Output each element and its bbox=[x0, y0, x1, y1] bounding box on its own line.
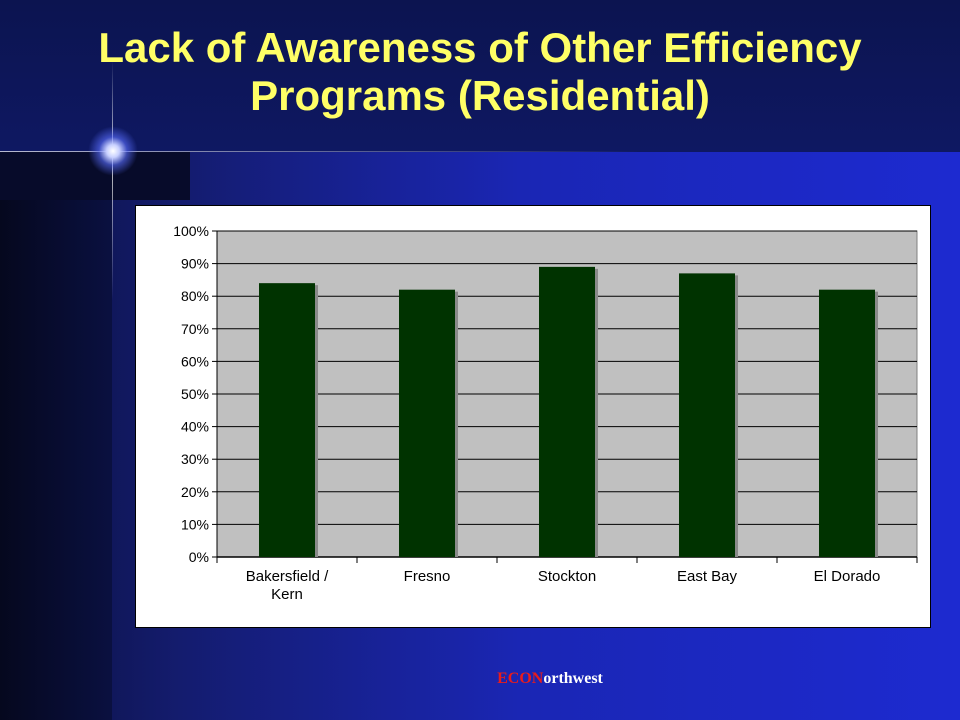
left-stripe bbox=[0, 152, 112, 720]
x-tick-label: El Dorado bbox=[814, 568, 881, 585]
footer-brand: ECONorthwest bbox=[0, 670, 960, 688]
y-tick-label: 20% bbox=[181, 484, 209, 500]
bar-chart: 0% 10% 20% 30% 40% 50% 60% 70% 80% 90% 100% Bakersf… bbox=[173, 223, 918, 603]
y-tick-label: 0% bbox=[189, 549, 209, 565]
footer-brand-northwest: orthwest bbox=[543, 670, 603, 687]
x-tick-label: Stockton bbox=[538, 568, 596, 585]
decorative-horizontal-line bbox=[0, 151, 640, 152]
bar bbox=[259, 283, 315, 557]
bar bbox=[819, 289, 875, 557]
footer-brand-econ: ECON bbox=[497, 670, 544, 687]
y-tick-label: 30% bbox=[181, 451, 209, 467]
y-tick-label: 70% bbox=[181, 321, 209, 337]
slide-title: Lack of Awareness of Other Efficiency Pr… bbox=[98, 24, 862, 119]
y-tick-label: 100% bbox=[173, 223, 209, 239]
y-tick-label: 80% bbox=[181, 288, 209, 304]
chart-container: 0% 10% 20% 30% 40% 50% 60% 70% 80% 90% 100% Bakersf… bbox=[135, 205, 931, 628]
y-tick-label: 40% bbox=[181, 419, 209, 435]
y-tick-label: 10% bbox=[181, 516, 209, 532]
y-tick-label: 90% bbox=[181, 256, 209, 272]
y-tick-label: 50% bbox=[181, 386, 209, 402]
x-tick-label: Bakersfield / Kern bbox=[246, 568, 329, 603]
bar bbox=[399, 289, 455, 557]
x-tick-label: Fresno bbox=[404, 568, 451, 585]
bar bbox=[539, 266, 595, 557]
bar bbox=[679, 273, 735, 557]
glow-star-icon bbox=[88, 126, 138, 176]
decorative-vertical-line bbox=[112, 60, 113, 300]
x-tick-label: East Bay bbox=[677, 568, 738, 585]
title-band bbox=[0, 0, 960, 152]
y-tick-label: 60% bbox=[181, 353, 209, 369]
